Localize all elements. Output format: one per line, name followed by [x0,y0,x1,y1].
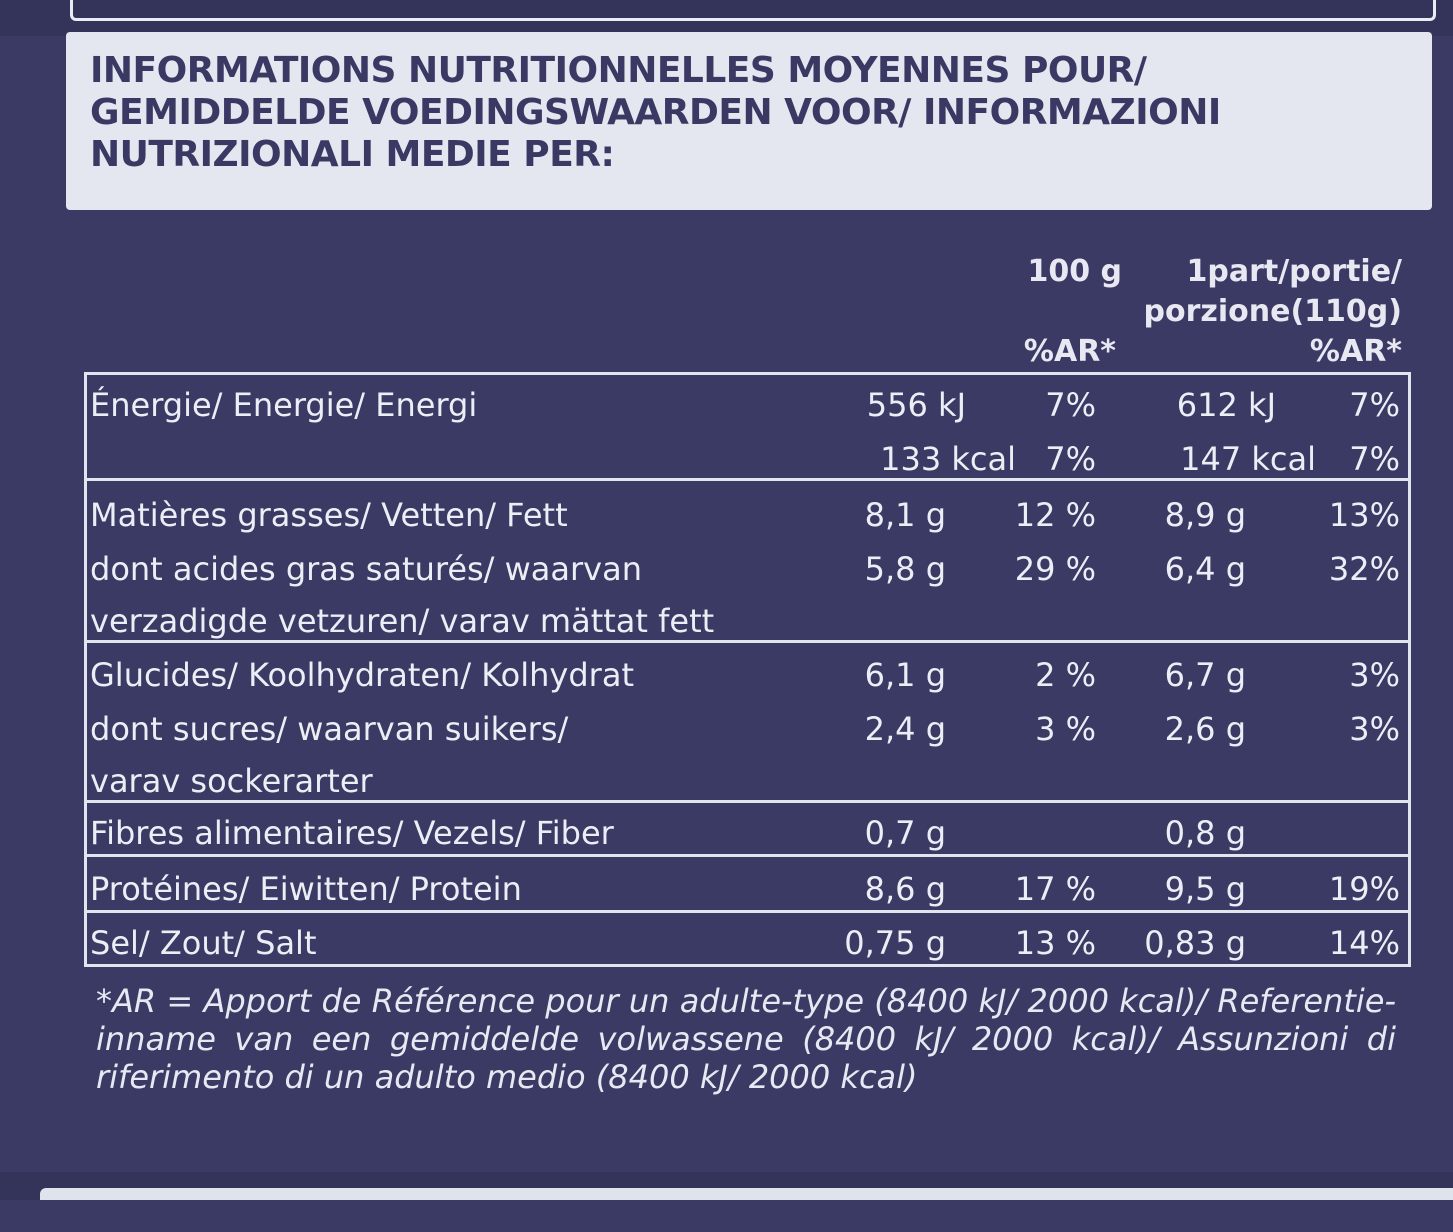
rule-under-header [84,372,1410,375]
rule-after-energy [84,478,1410,481]
row-value-portion: 0,8 g [1164,814,1246,852]
col-header-ar-100g: %AR* [1023,334,1116,369]
row-name-energy: Énergie/ Energie/ Energi [90,386,478,424]
row-value-100g: 5,8 g [864,550,946,588]
row-name-saturated-cont: verzadigde vetzuren/ varav mättat fett [90,602,715,640]
row-ar-portion: 7% [1349,386,1400,424]
top-box-border [70,0,1436,21]
row-ar-100g: 7% [1045,440,1096,478]
row-value-portion: 0,83 g [1144,924,1246,962]
row-ar-100g: 3 % [1035,710,1096,748]
bottom-panel-edge [40,1188,1453,1200]
row-ar-portion: 7% [1349,440,1400,478]
rule-after-carbs [84,800,1410,803]
row-value-portion: 6,4 g [1164,550,1246,588]
reference-intake-footnote: *AR = Apport de Référence pour un adulte… [96,982,1396,1096]
rule-left [84,372,87,967]
row-name-fat: Matières grasses/ Vetten/ Fett [90,496,568,534]
row-value-100g: 8,1 g [864,496,946,534]
row-value-portion: 612 kJ [1176,386,1276,424]
rule-after-fiber [84,854,1410,857]
row-ar-100g: 12 % [1014,496,1096,534]
row-ar-portion: 3% [1349,656,1400,694]
row-value-portion: 147 kcal [1180,440,1316,478]
nutrition-header: INFORMATIONS NUTRITIONNELLES MOYENNES PO… [66,32,1432,210]
row-name-saturated: dont acides gras saturés/ waarvan [90,550,642,588]
row-ar-100g: 13 % [1014,924,1096,962]
rule-after-fat [84,640,1410,643]
row-value-portion: 9,5 g [1164,870,1246,908]
row-value-100g: 556 kJ [866,386,966,424]
row-ar-portion: 19% [1328,870,1400,908]
row-name-fiber: Fibres alimentaires/ Vezels/ Fiber [90,814,614,852]
rule-after-protein [84,910,1410,913]
row-ar-portion: 3% [1349,710,1400,748]
row-value-100g: 0,75 g [844,924,946,962]
col-header-portion-1: 1part/portie/ [1186,254,1403,289]
col-header-100g: 100 g [1027,254,1122,289]
row-value-100g: 0,7 g [864,814,946,852]
header-title: INFORMATIONS NUTRITIONNELLES MOYENNES PO… [90,50,1221,175]
row-value-100g: 8,6 g [864,870,946,908]
rule-after-salt [84,964,1410,967]
row-ar-portion: 13% [1328,496,1400,534]
col-header-portion-2: porzione(110g) [1143,294,1402,329]
row-value-100g: 6,1 g [864,656,946,694]
nutrition-label: INFORMATIONS NUTRITIONNELLES MOYENNES PO… [66,32,1432,1232]
row-ar-portion: 32% [1328,550,1400,588]
row-value-portion: 8,9 g [1164,496,1246,534]
row-value-100g: 2,4 g [864,710,946,748]
row-value-100g: 133 kcal [880,440,1016,478]
col-header-ar-portion: %AR* [1309,334,1402,369]
row-ar-portion: 14% [1328,924,1400,962]
row-name-carbohydrates: Glucides/ Koolhydraten/ Kolhydrat [90,656,634,694]
row-ar-100g: 2 % [1035,656,1096,694]
row-value-portion: 2,6 g [1164,710,1246,748]
row-name-sugars-cont: varav sockerarter [90,762,373,800]
row-ar-100g: 17 % [1014,870,1096,908]
row-name-protein: Protéines/ Eiwitten/ Protein [90,870,522,908]
row-name-salt: Sel/ Zout/ Salt [90,924,317,962]
row-name-sugars: dont sucres/ waarvan suikers/ [90,710,569,748]
row-ar-100g: 29 % [1014,550,1096,588]
rule-right [1408,372,1411,967]
row-ar-100g: 7% [1045,386,1096,424]
row-value-portion: 6,7 g [1164,656,1246,694]
